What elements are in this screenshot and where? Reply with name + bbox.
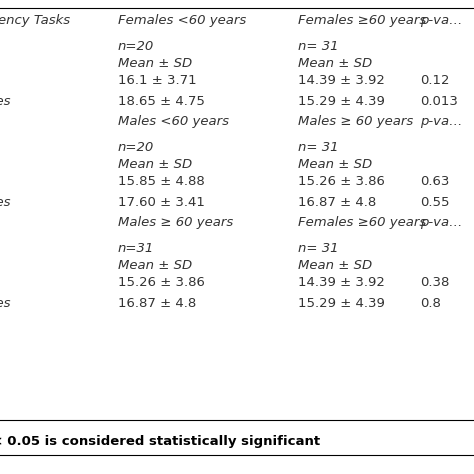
Text: 0.63: 0.63 [420,175,449,188]
Text: n= 31: n= 31 [298,141,338,154]
Text: 15.29 ± 4.39: 15.29 ± 4.39 [298,297,385,310]
Text: Mean ± SD: Mean ± SD [118,158,192,171]
Text: 0.55: 0.55 [420,196,449,209]
Text: 16.87 ± 4.8: 16.87 ± 4.8 [118,297,196,310]
Text: 15.26 ± 3.86: 15.26 ± 3.86 [118,276,205,289]
Text: p-va…: p-va… [420,14,462,27]
Text: 16.87 ± 4.8: 16.87 ± 4.8 [298,196,376,209]
Text: 16.1 ± 3.71: 16.1 ± 3.71 [118,74,197,87]
Text: 14.39 ± 3.92: 14.39 ± 3.92 [298,276,385,289]
Text: 15.29 ± 4.39: 15.29 ± 4.39 [298,95,385,108]
Text: 0.12: 0.12 [420,74,449,87]
Text: Females ≥60 years: Females ≥60 years [298,14,426,27]
Text: 15.85 ± 4.88: 15.85 ± 4.88 [118,175,205,188]
Text: n=31: n=31 [118,242,154,255]
Text: Males ≥ 60 years: Males ≥ 60 years [298,115,413,128]
Text: n= 31: n= 31 [298,242,338,255]
Text: Mean ± SD: Mean ± SD [298,57,372,70]
Text: 0.013: 0.013 [420,95,458,108]
Text: Girls names: Girls names [0,297,10,310]
Text: Mean ± SD: Mean ± SD [298,259,372,272]
Text: 14.39 ± 3.92: 14.39 ± 3.92 [298,74,385,87]
Text: n=20: n=20 [118,141,154,154]
Text: 17.60 ± 3.41: 17.60 ± 3.41 [118,196,205,209]
Text: Females <60 years: Females <60 years [118,14,246,27]
Text: 15.26 ± 3.86: 15.26 ± 3.86 [298,175,385,188]
Text: Girls names: Girls names [0,196,10,209]
Text: Males ≥ 60 years: Males ≥ 60 years [118,216,233,229]
Text: 0.38: 0.38 [420,276,449,289]
Text: Males <60 years: Males <60 years [118,115,229,128]
Text: p value < 0.05 is considered statistically significant: p value < 0.05 is considered statistical… [0,435,320,448]
Text: 18.65 ± 4.75: 18.65 ± 4.75 [118,95,205,108]
Text: p-va…: p-va… [420,115,462,128]
Text: Mean ± SD: Mean ± SD [298,158,372,171]
Text: Verbal Fluency Tasks: Verbal Fluency Tasks [0,14,70,27]
Text: n= 31: n= 31 [298,40,338,53]
Text: Mean ± SD: Mean ± SD [118,57,192,70]
Text: Mean ± SD: Mean ± SD [118,259,192,272]
Text: p-va…: p-va… [420,216,462,229]
Text: n=20: n=20 [118,40,154,53]
Text: 0.8: 0.8 [420,297,441,310]
Text: Females ≥60 years: Females ≥60 years [298,216,426,229]
Text: Girls names: Girls names [0,95,10,108]
